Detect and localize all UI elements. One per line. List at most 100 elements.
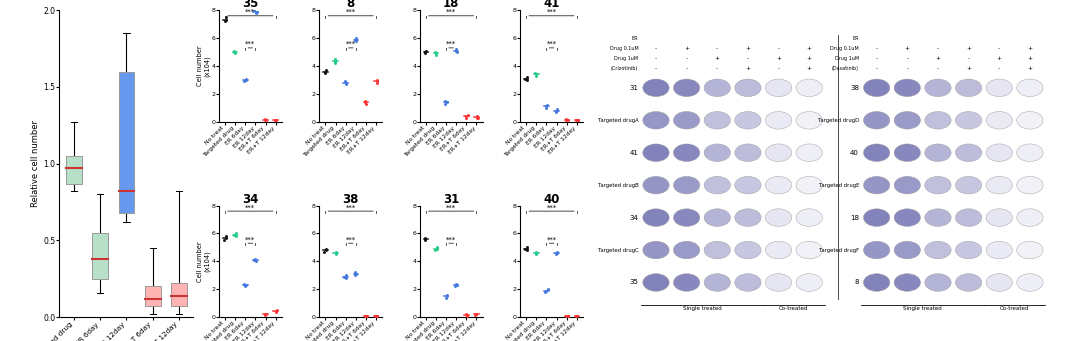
Text: -: -	[778, 46, 780, 51]
Circle shape	[673, 79, 700, 97]
Point	[467, 312, 484, 318]
Circle shape	[955, 176, 982, 194]
Point	[557, 118, 574, 123]
Point	[558, 314, 575, 319]
Point	[217, 234, 234, 239]
Text: +: +	[966, 66, 971, 71]
Text: ***: ***	[446, 237, 456, 242]
Point	[316, 249, 333, 254]
Text: -: -	[685, 56, 687, 61]
Point	[547, 108, 564, 114]
Point	[368, 313, 385, 319]
Point	[518, 77, 535, 83]
Circle shape	[955, 241, 982, 259]
Point	[268, 308, 285, 313]
Point	[467, 311, 484, 316]
Circle shape	[765, 112, 792, 129]
Point	[457, 312, 475, 317]
Title: 40: 40	[544, 193, 560, 206]
Circle shape	[735, 274, 761, 291]
Circle shape	[863, 79, 890, 97]
Text: 8: 8	[855, 280, 859, 285]
Point	[459, 313, 476, 318]
Text: ***: ***	[446, 41, 456, 47]
Point	[448, 49, 465, 55]
Point	[237, 76, 255, 81]
Point	[267, 118, 284, 123]
Point	[235, 281, 252, 286]
Circle shape	[643, 112, 669, 129]
Circle shape	[796, 144, 822, 162]
Text: -: -	[937, 46, 939, 51]
Point	[537, 289, 555, 295]
Circle shape	[894, 241, 920, 259]
Text: Targeted drugD: Targeted drugD	[818, 118, 859, 123]
Point	[246, 8, 263, 13]
Point	[518, 248, 535, 253]
Text: -: -	[998, 46, 1000, 51]
Text: 35: 35	[629, 280, 639, 285]
Point	[570, 118, 587, 123]
Text: -: -	[937, 66, 939, 71]
Text: -: -	[906, 66, 909, 71]
Point	[337, 275, 354, 281]
Point	[216, 19, 233, 24]
Text: +: +	[997, 56, 1001, 61]
Point	[247, 10, 264, 16]
Text: +: +	[807, 66, 811, 71]
Text: -: -	[778, 66, 780, 71]
Point	[268, 117, 285, 122]
Circle shape	[894, 79, 920, 97]
Circle shape	[735, 176, 761, 194]
Point	[326, 60, 343, 66]
Point	[459, 312, 476, 318]
Point	[347, 38, 365, 44]
Circle shape	[925, 209, 951, 226]
Text: Targeted drugE: Targeted drugE	[819, 183, 859, 188]
Circle shape	[955, 274, 982, 291]
Point	[468, 116, 486, 121]
Circle shape	[1016, 144, 1043, 162]
Circle shape	[765, 176, 792, 194]
Text: ***: ***	[245, 9, 256, 15]
Point	[428, 246, 446, 252]
Bar	[172, 283, 187, 306]
Text: Targeted drugB: Targeted drugB	[598, 183, 639, 188]
Point	[467, 312, 484, 317]
Text: Targeted drugA: Targeted drugA	[598, 118, 639, 123]
Point	[316, 70, 333, 76]
Text: 18: 18	[850, 214, 859, 221]
Circle shape	[925, 241, 951, 259]
Circle shape	[796, 241, 822, 259]
Text: 31: 31	[629, 85, 639, 91]
Text: +: +	[905, 46, 910, 51]
Circle shape	[796, 79, 822, 97]
Circle shape	[643, 241, 669, 259]
Text: ***: ***	[245, 237, 256, 242]
Text: ***: ***	[546, 204, 557, 210]
Circle shape	[796, 274, 822, 291]
Point	[538, 102, 556, 108]
Point	[226, 232, 243, 238]
Text: +: +	[714, 56, 720, 61]
Circle shape	[925, 112, 951, 129]
Point	[528, 252, 545, 257]
Point	[258, 311, 275, 316]
Circle shape	[673, 209, 700, 226]
Point	[569, 117, 586, 123]
Text: -: -	[716, 46, 719, 51]
Point	[427, 51, 445, 56]
Point	[548, 249, 565, 254]
Point	[346, 272, 364, 278]
Text: ***: ***	[345, 9, 356, 15]
Bar	[145, 286, 161, 306]
Point	[428, 244, 446, 250]
Circle shape	[863, 176, 890, 194]
Point	[215, 238, 232, 243]
Point	[448, 48, 465, 54]
Point	[248, 9, 265, 14]
Point	[317, 68, 334, 73]
Point	[235, 79, 252, 84]
Point	[246, 256, 263, 261]
Text: +: +	[746, 66, 750, 71]
